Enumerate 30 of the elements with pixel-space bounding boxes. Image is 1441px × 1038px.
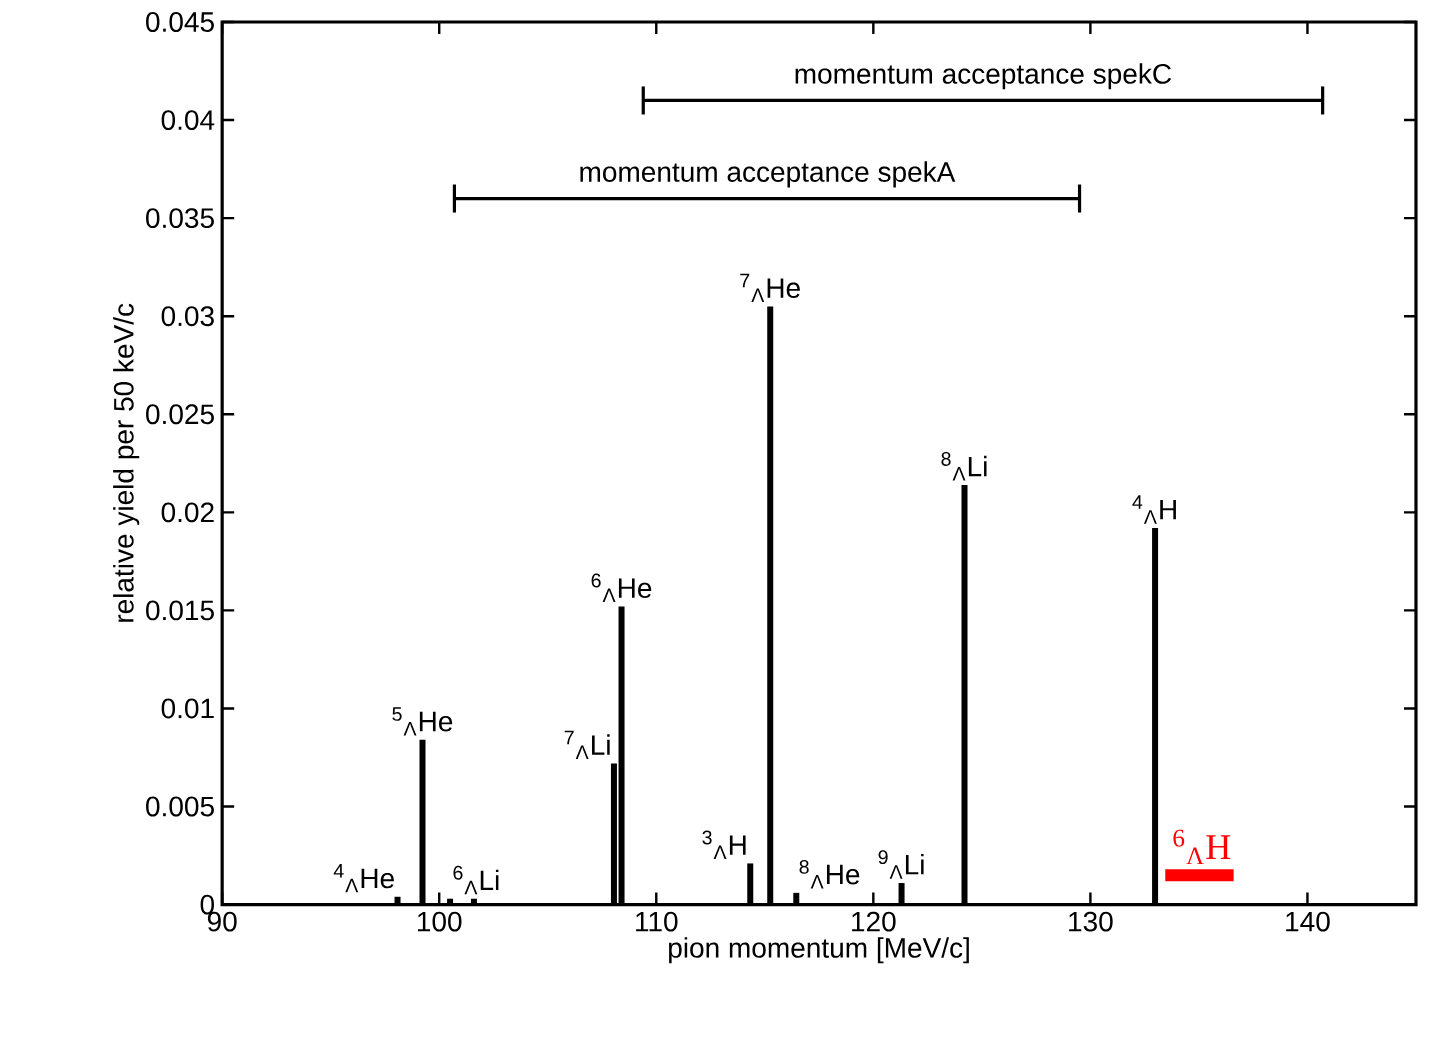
y-tick-label: 0.04	[161, 110, 215, 131]
y-tick-label: 0.02	[161, 502, 214, 523]
legend-label: momentum acceptance spekC	[795, 63, 1172, 90]
x-tick-label: 130	[1069, 911, 1113, 932]
y-tick-label: 0.005	[146, 796, 214, 817]
annotation: 9$_{Λ}$Li	[878, 850, 924, 879]
annotation: 4$_{Λ}$H	[1132, 495, 1176, 524]
y-tick-label: 0.035	[146, 208, 214, 229]
x-axis-title: pion momentum [MeV/c]	[669, 937, 969, 964]
y-tick-label: 0.03	[161, 306, 214, 327]
y-tick-label: 0.015	[146, 600, 214, 621]
y-tick-label: 0.025	[146, 404, 214, 425]
y-tick-label: 0.045	[146, 12, 214, 32]
x-tick-label: 120	[852, 911, 896, 932]
series-label: momentum acceptance spekA	[580, 161, 956, 188]
y-tick-label: 0.01	[161, 698, 214, 719]
annotation: 8$_{Λ}$He	[799, 860, 860, 889]
annotation: 6$_{Λ}$He	[591, 573, 652, 603]
annotation: 6$_{Λ}$Li	[453, 865, 499, 895]
annotation: 4$_{Λ}$He	[333, 864, 394, 893]
annotation: 5$_{Λ}$He	[392, 707, 453, 736]
x-tick-label: 140	[1286, 911, 1330, 932]
x-tick-label: 110	[636, 911, 678, 932]
annotation: 7$_{Λ}$He	[740, 273, 800, 303]
annotation: 3$_{Λ}$H	[702, 830, 746, 860]
x-tick-label: 100	[417, 911, 462, 932]
y-axis-title: relative yield per 50 keV/c	[113, 303, 140, 622]
annotation: 8$_{Λ}$Li	[941, 452, 987, 481]
series-label: 6$_{Λ}$H	[1173, 829, 1231, 865]
annotation: 7$_{Λ}$Li	[564, 730, 610, 760]
